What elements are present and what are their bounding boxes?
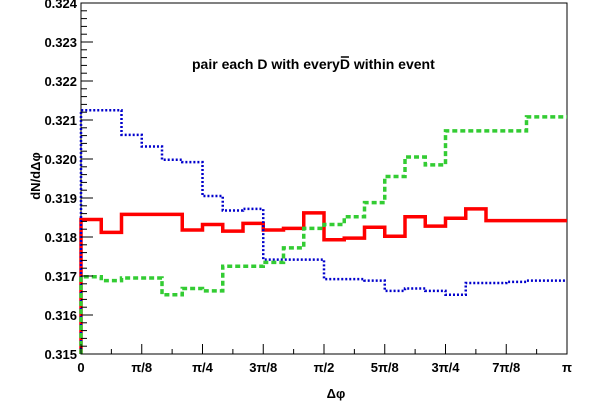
- y-tick-label-1: 0.316: [44, 308, 77, 323]
- x-axis-title: Δφ: [327, 386, 346, 401]
- series-line-3: [79, 115, 568, 354]
- x-tick-label-0: 0: [77, 360, 84, 375]
- x-tick-label-3: 3π/8: [249, 360, 277, 375]
- y-tick-label-4: 0.319: [44, 191, 77, 206]
- annotation-dbar: D: [340, 56, 350, 72]
- x-tick-label-2: π/4: [192, 360, 214, 375]
- axes-layer: 0 π/8 π/4 3π/8 π/2 5π/8 3π/4 7π/8 π 0.315 0.316 0.3…: [44, 0, 572, 375]
- y-tick-label-7: 0.322: [44, 74, 77, 89]
- y-tick-label-8: 0.323: [44, 35, 77, 50]
- y-tick-label-5: 0.320: [44, 152, 77, 167]
- x-tick-label-6: 3π/4: [431, 360, 460, 375]
- series-layer: [79, 109, 568, 354]
- y-tick-label-9: 0.324: [44, 0, 77, 11]
- series-line-1: [79, 207, 568, 354]
- x-tick-label-7: 7π/8: [492, 360, 520, 375]
- y-tick-label-2: 0.317: [44, 269, 77, 284]
- x-tick-label-4: π/2: [314, 360, 335, 375]
- y-axis-title: dN/dΔφ: [28, 152, 43, 200]
- annotation-prefix: pair each D with every: [192, 56, 340, 72]
- y-tick-label-0: 0.315: [44, 347, 77, 362]
- x-tick-label-8: π: [562, 360, 572, 375]
- chart-annotation: pair each D with everyD within event: [192, 56, 435, 72]
- x-tick-label-5: 5π/8: [371, 360, 399, 375]
- x-tick-label-1: π/8: [131, 360, 152, 375]
- annotation-suffix: within event: [350, 56, 435, 72]
- y-tick-label-6: 0.321: [44, 113, 77, 128]
- y-tick-label-3: 0.318: [44, 230, 77, 245]
- series-line-2: [79, 109, 568, 354]
